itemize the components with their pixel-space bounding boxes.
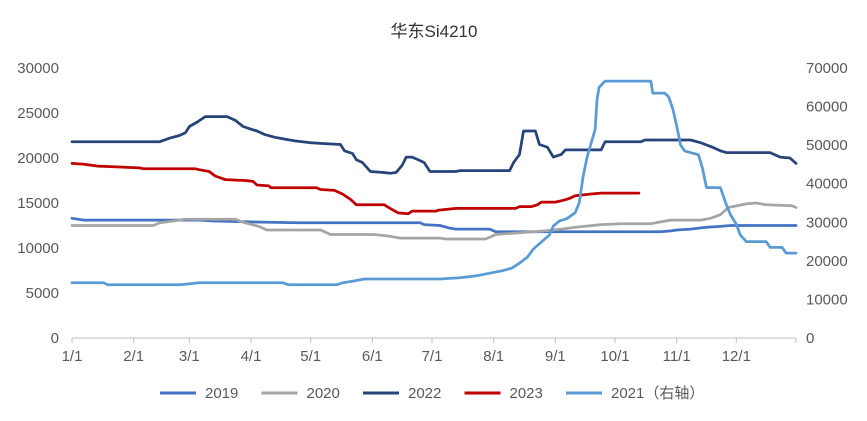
x-tick-label: 1/1 [62,348,83,365]
x-tick-label: 4/1 [241,348,262,365]
series-line-2023 [70,162,641,216]
y-left-tick-label: 15000 [17,195,59,212]
y-right-tick-label: 10000 [806,291,848,308]
series-line-2021 [70,79,798,287]
y-left-tick-label: 25000 [17,105,59,122]
y-right-tick-label: 50000 [806,137,848,154]
y-right-tick-label: 20000 [806,253,848,270]
series-line-2020 [70,201,798,241]
legend-item: 2020 [261,385,340,402]
y-left-tick-label: 0 [51,330,59,347]
y-right-tick-label: 60000 [806,99,848,116]
y-right-tick-label: 40000 [806,176,848,193]
x-axis: 1/1 2/1 3/1 4/1 5/1 6/1 7/1 8/1 9/1 10/1 11/1 12/1 [62,337,797,365]
legend: 2019 2020 2022 2023 2021（右轴） [160,385,704,402]
legend-item: 2023 [464,385,543,402]
x-tick-label: 12/1 [722,348,751,365]
x-tick-label: 6/1 [362,348,383,365]
y-axis-right: 0 10000 20000 30000 40000 50000 60000 70000 [806,60,848,347]
y-right-tick-label: 70000 [806,60,848,77]
y-right-tick-label: 30000 [806,214,848,231]
legend-label: 2023 [510,385,543,402]
legend-label: 2021（右轴） [611,385,704,402]
x-tick-label: 8/1 [483,348,504,365]
plot-area [70,79,798,287]
legend-item: 2021（右轴） [566,385,704,402]
chart-title: 华东Si4210 [391,22,478,41]
legend-label: 2022 [408,385,441,402]
series-line-2019 [70,216,798,234]
x-tick-label: 11/1 [663,348,691,365]
x-tick-label: 3/1 [179,348,200,365]
legend-item: 2019 [160,385,238,402]
legend-label: 2019 [205,385,238,402]
y-left-tick-label: 20000 [17,150,59,167]
x-tick-label: 10/1 [600,348,629,365]
y-left-tick-label: 30000 [17,60,59,77]
y-left-tick-label: 5000 [26,285,59,302]
x-tick-label: 2/1 [123,348,144,365]
y-left-tick-label: 10000 [17,240,59,257]
legend-item: 2022 [363,385,441,402]
y-right-tick-label: 0 [806,330,814,347]
x-tick-label: 9/1 [545,348,566,365]
legend-label: 2020 [307,385,340,402]
x-tick-label: 7/1 [422,348,443,365]
x-tick-label: 5/1 [300,348,321,365]
series-line-2022 [70,115,798,175]
y-axis-left: 0 5000 10000 15000 20000 25000 30000 [17,60,59,347]
